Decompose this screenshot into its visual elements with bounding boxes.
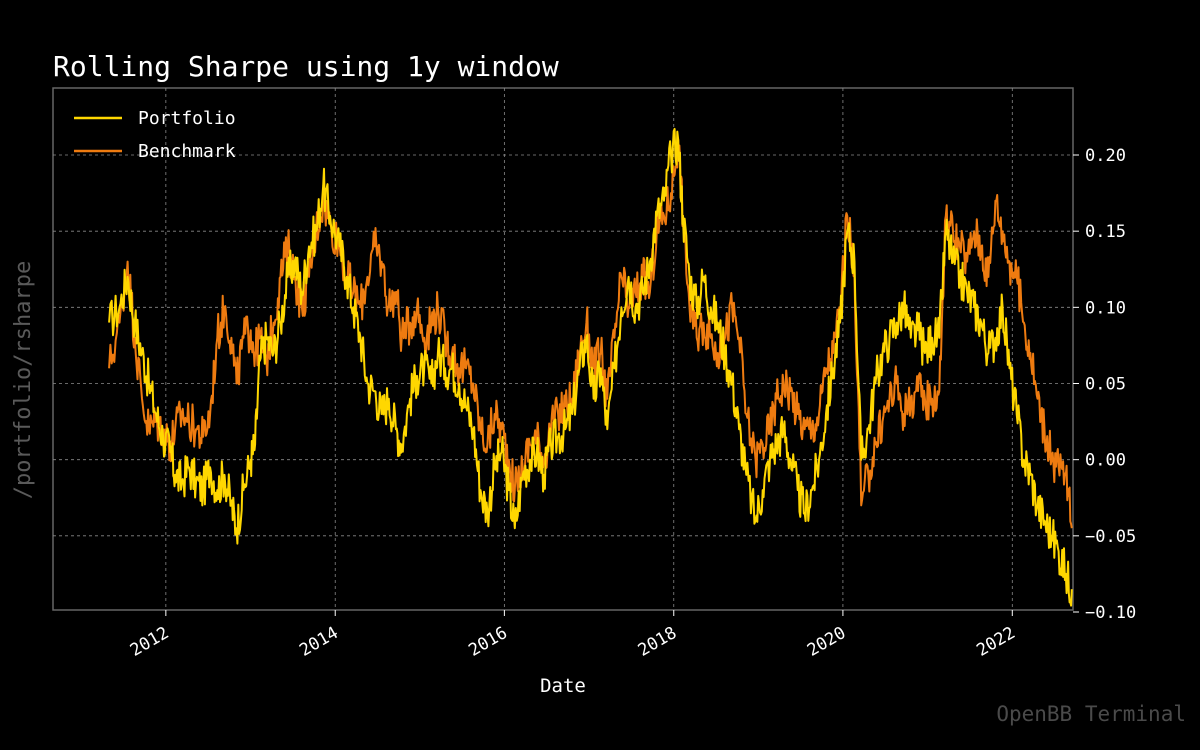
openbb-watermark: OpenBB Terminal — [996, 702, 1186, 726]
x-tick-label: 2018 — [635, 623, 680, 661]
plot-frame — [52, 87, 1074, 611]
x-tick-label: 2012 — [127, 623, 172, 661]
y-tick-label: 0.10 — [1085, 298, 1126, 318]
chart-title: Rolling Sharpe using 1y window — [53, 50, 559, 83]
y-tick-label: −0.10 — [1085, 603, 1136, 623]
y-tick-label: 0.00 — [1085, 451, 1126, 471]
x-tick-label: 2020 — [804, 623, 849, 661]
x-tick-label: 2016 — [465, 623, 510, 661]
legend-label-portfolio: Portfolio — [138, 108, 236, 129]
x-axis-label: Date — [540, 675, 586, 697]
x-tick-label: 2022 — [973, 623, 1018, 661]
y-tick-label: −0.05 — [1085, 527, 1136, 547]
y-tick-label: 0.05 — [1085, 375, 1126, 395]
series-lines — [108, 127, 1073, 607]
series-line-portfolio — [108, 127, 1073, 607]
legend: Portfolio Benchmark — [74, 108, 236, 162]
grid-lines — [53, 88, 1073, 610]
x-tick-label: 2014 — [296, 623, 341, 661]
legend-label-benchmark: Benchmark — [138, 141, 236, 162]
x-axis-ticks: 2012 2014 2016 2018 2020 2022 — [127, 610, 1019, 661]
y-axis-label: /portfolio/rsharpe — [11, 261, 36, 499]
y-tick-label: 0.20 — [1085, 146, 1126, 166]
y-tick-label: 0.15 — [1085, 222, 1126, 242]
y-axis-ticks: −0.10 −0.05 0.00 0.05 0.10 0.15 0.20 — [1073, 146, 1136, 623]
